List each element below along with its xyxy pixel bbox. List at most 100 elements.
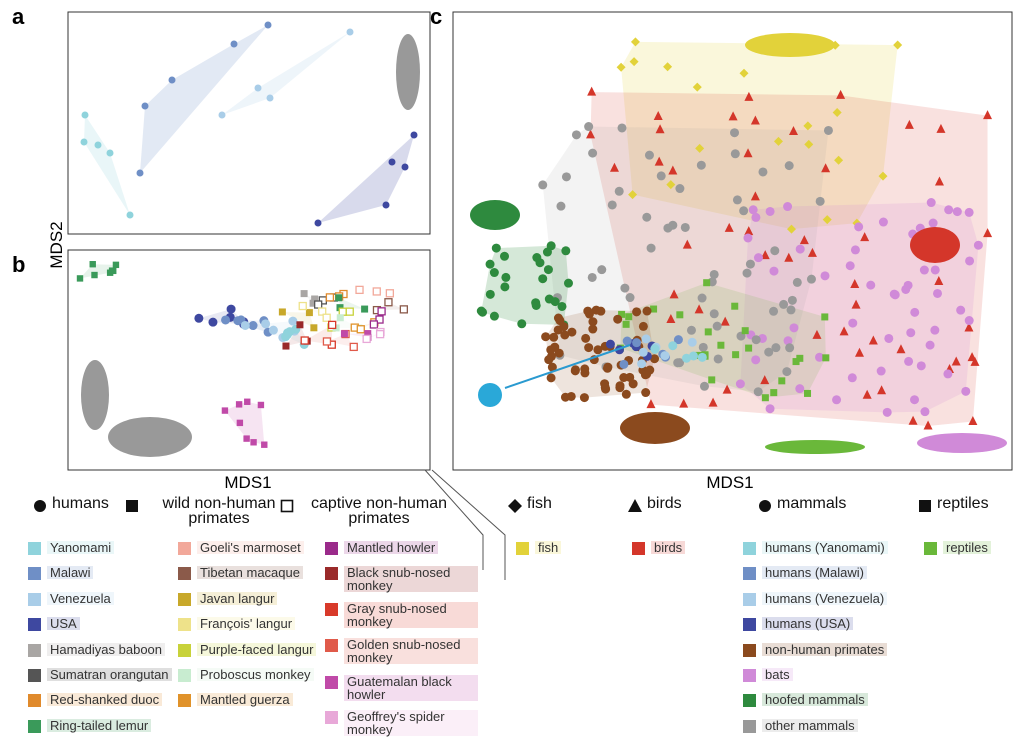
- connector: [431, 469, 506, 580]
- point: [168, 76, 176, 84]
- legend-entry: Red-shanked duoc: [28, 693, 163, 708]
- point: [745, 344, 753, 352]
- hull: [621, 41, 898, 230]
- point: [709, 269, 719, 279]
- point: [586, 129, 596, 139]
- shape-label: birds: [647, 495, 682, 512]
- legend-label: reptiles: [943, 541, 991, 554]
- point: [731, 302, 739, 310]
- point: [944, 205, 954, 215]
- point: [983, 228, 993, 238]
- point: [770, 389, 778, 397]
- point: [625, 293, 635, 303]
- point: [240, 320, 250, 330]
- point: [567, 327, 577, 337]
- legend-entry: other mammals: [743, 718, 858, 733]
- shape-label: fish: [527, 495, 552, 512]
- point: [547, 362, 557, 372]
- point: [848, 318, 858, 328]
- point: [834, 155, 844, 165]
- point: [254, 84, 262, 92]
- point: [697, 293, 707, 303]
- point: [956, 305, 966, 315]
- point: [673, 335, 683, 345]
- shape-label: wild non-human primates: [162, 495, 276, 527]
- point: [282, 342, 290, 350]
- point: [770, 246, 780, 256]
- legend-swatch: [325, 639, 338, 652]
- point: [822, 215, 832, 225]
- point: [878, 171, 888, 181]
- point: [588, 148, 598, 158]
- legend-label: Black snub-nosed monkey: [344, 566, 478, 592]
- point: [322, 313, 331, 322]
- point: [730, 128, 740, 138]
- point: [588, 324, 598, 334]
- point: [584, 343, 594, 353]
- point: [964, 207, 974, 217]
- legend-swatch: [743, 542, 756, 555]
- point: [796, 354, 804, 362]
- point: [779, 299, 789, 309]
- point: [795, 384, 805, 394]
- point: [694, 304, 704, 314]
- silhouette: [910, 227, 960, 263]
- point: [501, 272, 511, 282]
- panel-a-frame: [67, 11, 431, 235]
- legend-entry: Venezuela: [28, 591, 114, 606]
- point: [919, 265, 929, 275]
- point: [787, 224, 797, 234]
- point: [782, 367, 792, 377]
- legend-entry: Guatemalan black howler: [325, 675, 478, 701]
- point: [720, 316, 730, 326]
- legend-label: humans (USA): [762, 617, 854, 631]
- point: [579, 393, 589, 403]
- legend-label: bats: [762, 668, 793, 681]
- point: [335, 294, 343, 302]
- point: [346, 28, 354, 36]
- point: [642, 306, 652, 316]
- point: [758, 167, 768, 177]
- legend-swatch: [28, 669, 41, 682]
- point: [676, 311, 684, 319]
- point: [619, 359, 629, 369]
- point: [930, 265, 940, 275]
- point: [920, 407, 930, 417]
- point: [325, 293, 335, 302]
- legend-label: birds: [651, 541, 686, 554]
- legend-label: Guatemalan black howler: [344, 675, 478, 701]
- point: [126, 211, 134, 219]
- point: [581, 333, 591, 343]
- legend-swatch: [325, 603, 338, 616]
- point: [803, 121, 813, 131]
- point: [561, 172, 571, 182]
- silhouette: [470, 200, 520, 230]
- point: [964, 322, 974, 332]
- point: [388, 158, 396, 166]
- legend-label: Red-shanked duoc: [47, 693, 163, 707]
- legend-entry: humans (Yanomami): [743, 541, 888, 555]
- point: [621, 389, 631, 399]
- silhouette: [81, 360, 109, 430]
- legend-entry: humans (USA): [743, 617, 854, 632]
- point: [327, 320, 337, 330]
- point: [298, 301, 307, 311]
- point: [698, 342, 708, 352]
- point: [673, 358, 683, 368]
- point: [951, 356, 961, 366]
- y-axis-label: MDS2: [47, 221, 66, 268]
- point: [750, 115, 760, 125]
- legend-label: Purple-faced langur: [197, 642, 317, 656]
- hull: [80, 264, 116, 279]
- point: [965, 256, 975, 266]
- point: [760, 250, 770, 260]
- point: [682, 353, 691, 363]
- point: [106, 269, 114, 276]
- legend-swatch: [516, 542, 529, 555]
- point: [663, 62, 673, 72]
- point: [248, 321, 258, 331]
- point: [983, 110, 993, 120]
- point: [679, 398, 689, 408]
- point: [778, 377, 786, 385]
- point: [703, 279, 711, 287]
